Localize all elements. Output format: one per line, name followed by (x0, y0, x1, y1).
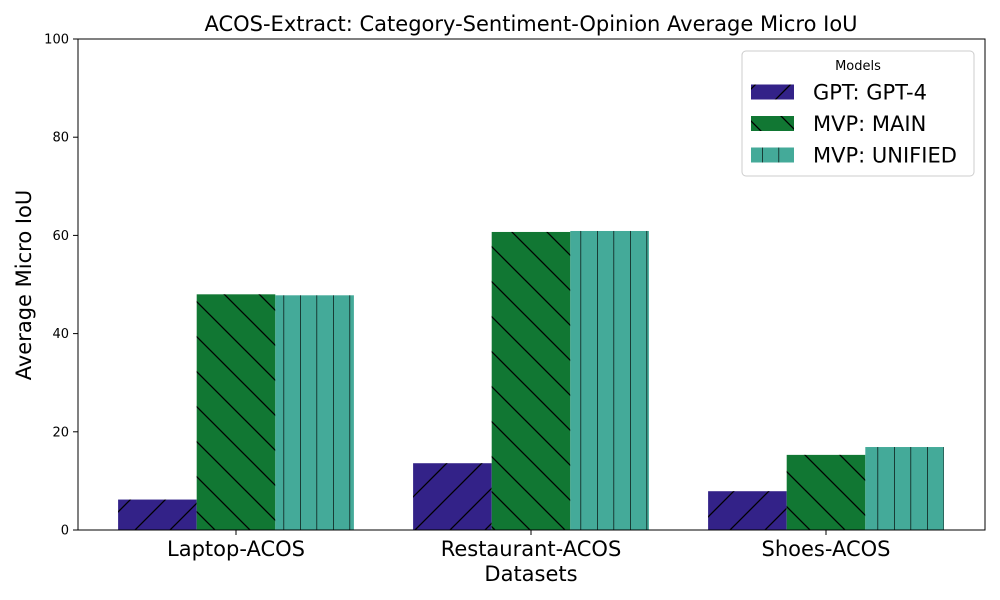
bar-mvp-unified-shoes-acos-hatch (865, 447, 944, 530)
y-tick-label-0: 0 (61, 524, 69, 539)
x-axis-label: Datasets (484, 562, 577, 586)
legend-label-gpt-gpt-4: GPT: GPT-4 (813, 81, 927, 105)
plot-area (77, 38, 986, 531)
y-tick-label-40: 40 (52, 327, 69, 342)
legend: Models GPT: GPT-4 MVP: MAIN MVP: UNIFIED (741, 50, 975, 177)
bar-mvp-main-laptop-acos-hatch (196, 294, 276, 530)
bar-gpt-gpt-4-shoes-acos-hatch (708, 491, 787, 530)
bar-mvp-main-shoes-acos-hatch (786, 454, 866, 530)
bar-gpt-gpt-4-laptop-acos-hatch (118, 499, 197, 530)
legend-box (741, 50, 975, 177)
legend-swatch-hatch-mvp-main (751, 116, 794, 131)
legend-label-mvp-unified: MVP: UNIFIED (813, 144, 957, 168)
x-tick-label-shoes-acos: Shoes-ACOS (762, 537, 891, 561)
chart-title: ACOS-Extract: Category-Sentiment-Opinion… (204, 12, 857, 36)
x-tick-label-restaurant-acos: Restaurant-ACOS (441, 537, 622, 561)
legend-label-mvp-main: MVP: MAIN (813, 112, 926, 136)
bars-group (118, 230, 944, 530)
bar-mvp-main-restaurant-acos-hatch (491, 231, 571, 530)
legend-title: Models (835, 59, 881, 74)
y-tick-label-60: 60 (52, 229, 69, 244)
bar-mvp-unified-restaurant-acos-hatch (570, 230, 649, 530)
x-tick-label-laptop-acos: Laptop-ACOS (167, 537, 305, 561)
y-tick-label-20: 20 (52, 425, 69, 440)
legend-swatch-hatch-mvp-unified (751, 147, 794, 163)
y-axis: 0 20 40 60 80 100 (44, 33, 78, 539)
x-axis: Laptop-ACOS Restaurant-ACOS Shoes-ACOS (167, 530, 890, 561)
y-tick-label-80: 80 (52, 131, 69, 146)
y-axis-label: Average Micro IoU (12, 190, 36, 381)
bar-gpt-gpt-4-restaurant-acos-hatch (413, 463, 492, 530)
legend-swatch-hatch-gpt-gpt-4 (751, 84, 794, 100)
y-tick-label-100: 100 (44, 33, 69, 48)
bar-mvp-unified-laptop-acos-hatch (275, 295, 354, 530)
